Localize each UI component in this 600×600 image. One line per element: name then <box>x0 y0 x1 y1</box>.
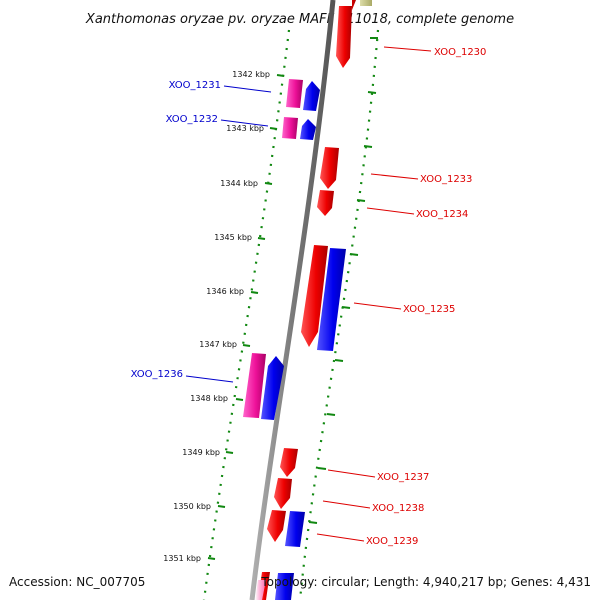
kbp-label: 1343 kbp <box>226 124 264 133</box>
kbp-tick-mark <box>235 398 244 401</box>
track-tick-mark <box>317 467 327 470</box>
gene-arrow-xoo-1239[interactable] <box>267 510 286 542</box>
gene-label-xoo-1233[interactable]: XOO_1233 <box>420 174 472 185</box>
leader-xoo-1239 <box>316 533 365 542</box>
kbp-label: 1351 kbp <box>163 554 201 563</box>
kbp-tick-mark <box>207 557 216 560</box>
gene-arrow-xoo-1236[interactable] <box>261 356 284 420</box>
gene-label-xoo-1236[interactable]: XOO_1236 <box>131 369 183 380</box>
gene-arrow-xoo-1235-companion[interactable] <box>317 248 346 351</box>
kbp-label: 1346 kbp <box>206 287 244 296</box>
kbp-tick-mark <box>269 127 278 130</box>
right-track-ticks <box>308 37 378 524</box>
kbp-label: 1344 kbp <box>220 179 258 188</box>
leader-xoo-1236 <box>185 375 234 383</box>
track-tick-mark <box>341 306 351 309</box>
gene-label-xoo-1230[interactable]: XOO_1230 <box>434 47 486 58</box>
leader-xoo-1233 <box>370 173 419 180</box>
kbp-label: 1342 kbp <box>232 70 270 79</box>
kbp-label: 1350 kbp <box>173 502 211 511</box>
leader-xoo-1238 <box>322 500 371 509</box>
kbp-tick-mark <box>257 237 266 240</box>
kbp-tick-mark <box>264 182 273 185</box>
gene-arrow-xoo-1237[interactable] <box>280 448 298 477</box>
gene-arrow-xoo-1230-top[interactable] <box>342 0 356 10</box>
gene-arrow-xoo-1231[interactable] <box>303 81 320 111</box>
gene-label-xoo-1235[interactable]: XOO_1235 <box>403 304 455 315</box>
track-guides <box>202 29 380 600</box>
gene-arrow-xoo-1233[interactable] <box>320 147 339 189</box>
forward-strand-genes <box>255 0 372 600</box>
leader-xoo-1234 <box>366 207 415 215</box>
track-tick-mark <box>367 91 377 94</box>
track-tick-mark <box>363 145 373 148</box>
gene-arrow-xoo-1230[interactable] <box>336 6 352 68</box>
gene-label-xoo-1238[interactable]: XOO_1238 <box>372 503 424 514</box>
leader-xoo-1232 <box>220 119 269 127</box>
gene-label-xoo-1239[interactable]: XOO_1239 <box>366 536 418 547</box>
gene-arrow-xoo-1234[interactable] <box>317 190 334 216</box>
kbp-ticks <box>207 74 285 560</box>
leader-xoo-1231 <box>223 85 272 93</box>
gene-label-xoo-1232[interactable]: XOO_1232 <box>166 114 218 125</box>
track-tick-mark <box>356 199 366 202</box>
kbp-tick-labels: 1342 kbp 1343 kbp 1344 kbp 1345 kbp 1346… <box>163 70 270 563</box>
topology-text: Topology: circular; Length: 4,940,217 bp… <box>260 575 591 589</box>
reverse-strand-genes <box>243 79 320 420</box>
kbp-tick-mark <box>217 505 226 508</box>
leader-xoo-1237 <box>327 469 376 478</box>
gene-arrow-xoo-1238[interactable] <box>274 478 292 509</box>
kbp-label: 1349 kbp <box>182 448 220 457</box>
gene-arrow-bottom-blue-partial[interactable] <box>275 573 294 600</box>
gene-block-olive[interactable] <box>360 0 372 6</box>
gene-label-xoo-1237[interactable]: XOO_1237 <box>377 472 429 483</box>
leader-xoo-1235 <box>353 302 402 310</box>
kbp-tick-mark <box>225 451 234 454</box>
gene-arrow-xoo-1239-companion[interactable] <box>285 511 305 547</box>
kbp-label: 1345 kbp <box>214 233 252 242</box>
page-title: Xanthomonas oryzae pv. oryzae MAFF 31101… <box>85 12 514 27</box>
track-tick-mark <box>349 253 359 256</box>
gene-label-xoo-1231[interactable]: XOO_1231 <box>169 80 221 91</box>
genome-backbone <box>249 0 336 600</box>
gene-labels: XOO_1230 XOO_1231 XOO_1232 XOO_1233 XOO_… <box>131 47 487 547</box>
gene-arrow-xoo-1232[interactable] <box>300 119 316 140</box>
gene-block-xoo-1236[interactable] <box>243 353 266 418</box>
outer-dotted-guide <box>202 29 291 600</box>
gene-block-xoo-1231[interactable] <box>286 79 303 108</box>
gene-block-pink-partial[interactable] <box>255 580 266 600</box>
track-tick-mark <box>308 521 318 524</box>
kbp-label: 1348 kbp <box>190 394 228 403</box>
leader-xoo-1230 <box>383 46 432 52</box>
kbp-tick-mark <box>242 344 251 347</box>
gene-arrow-xoo-1235[interactable] <box>301 245 328 347</box>
gene-block-xoo-1232[interactable] <box>282 117 298 139</box>
gene-label-xoo-1234[interactable]: XOO_1234 <box>416 209 468 220</box>
kbp-tick-mark <box>250 291 259 294</box>
label-leaders <box>185 46 432 542</box>
track-tick-mark <box>326 413 336 416</box>
track-tick-mark <box>334 359 344 362</box>
kbp-label: 1347 kbp <box>199 340 237 349</box>
kbp-tick-mark <box>276 74 285 77</box>
accession-text: Accession: NC_007705 <box>9 575 145 589</box>
